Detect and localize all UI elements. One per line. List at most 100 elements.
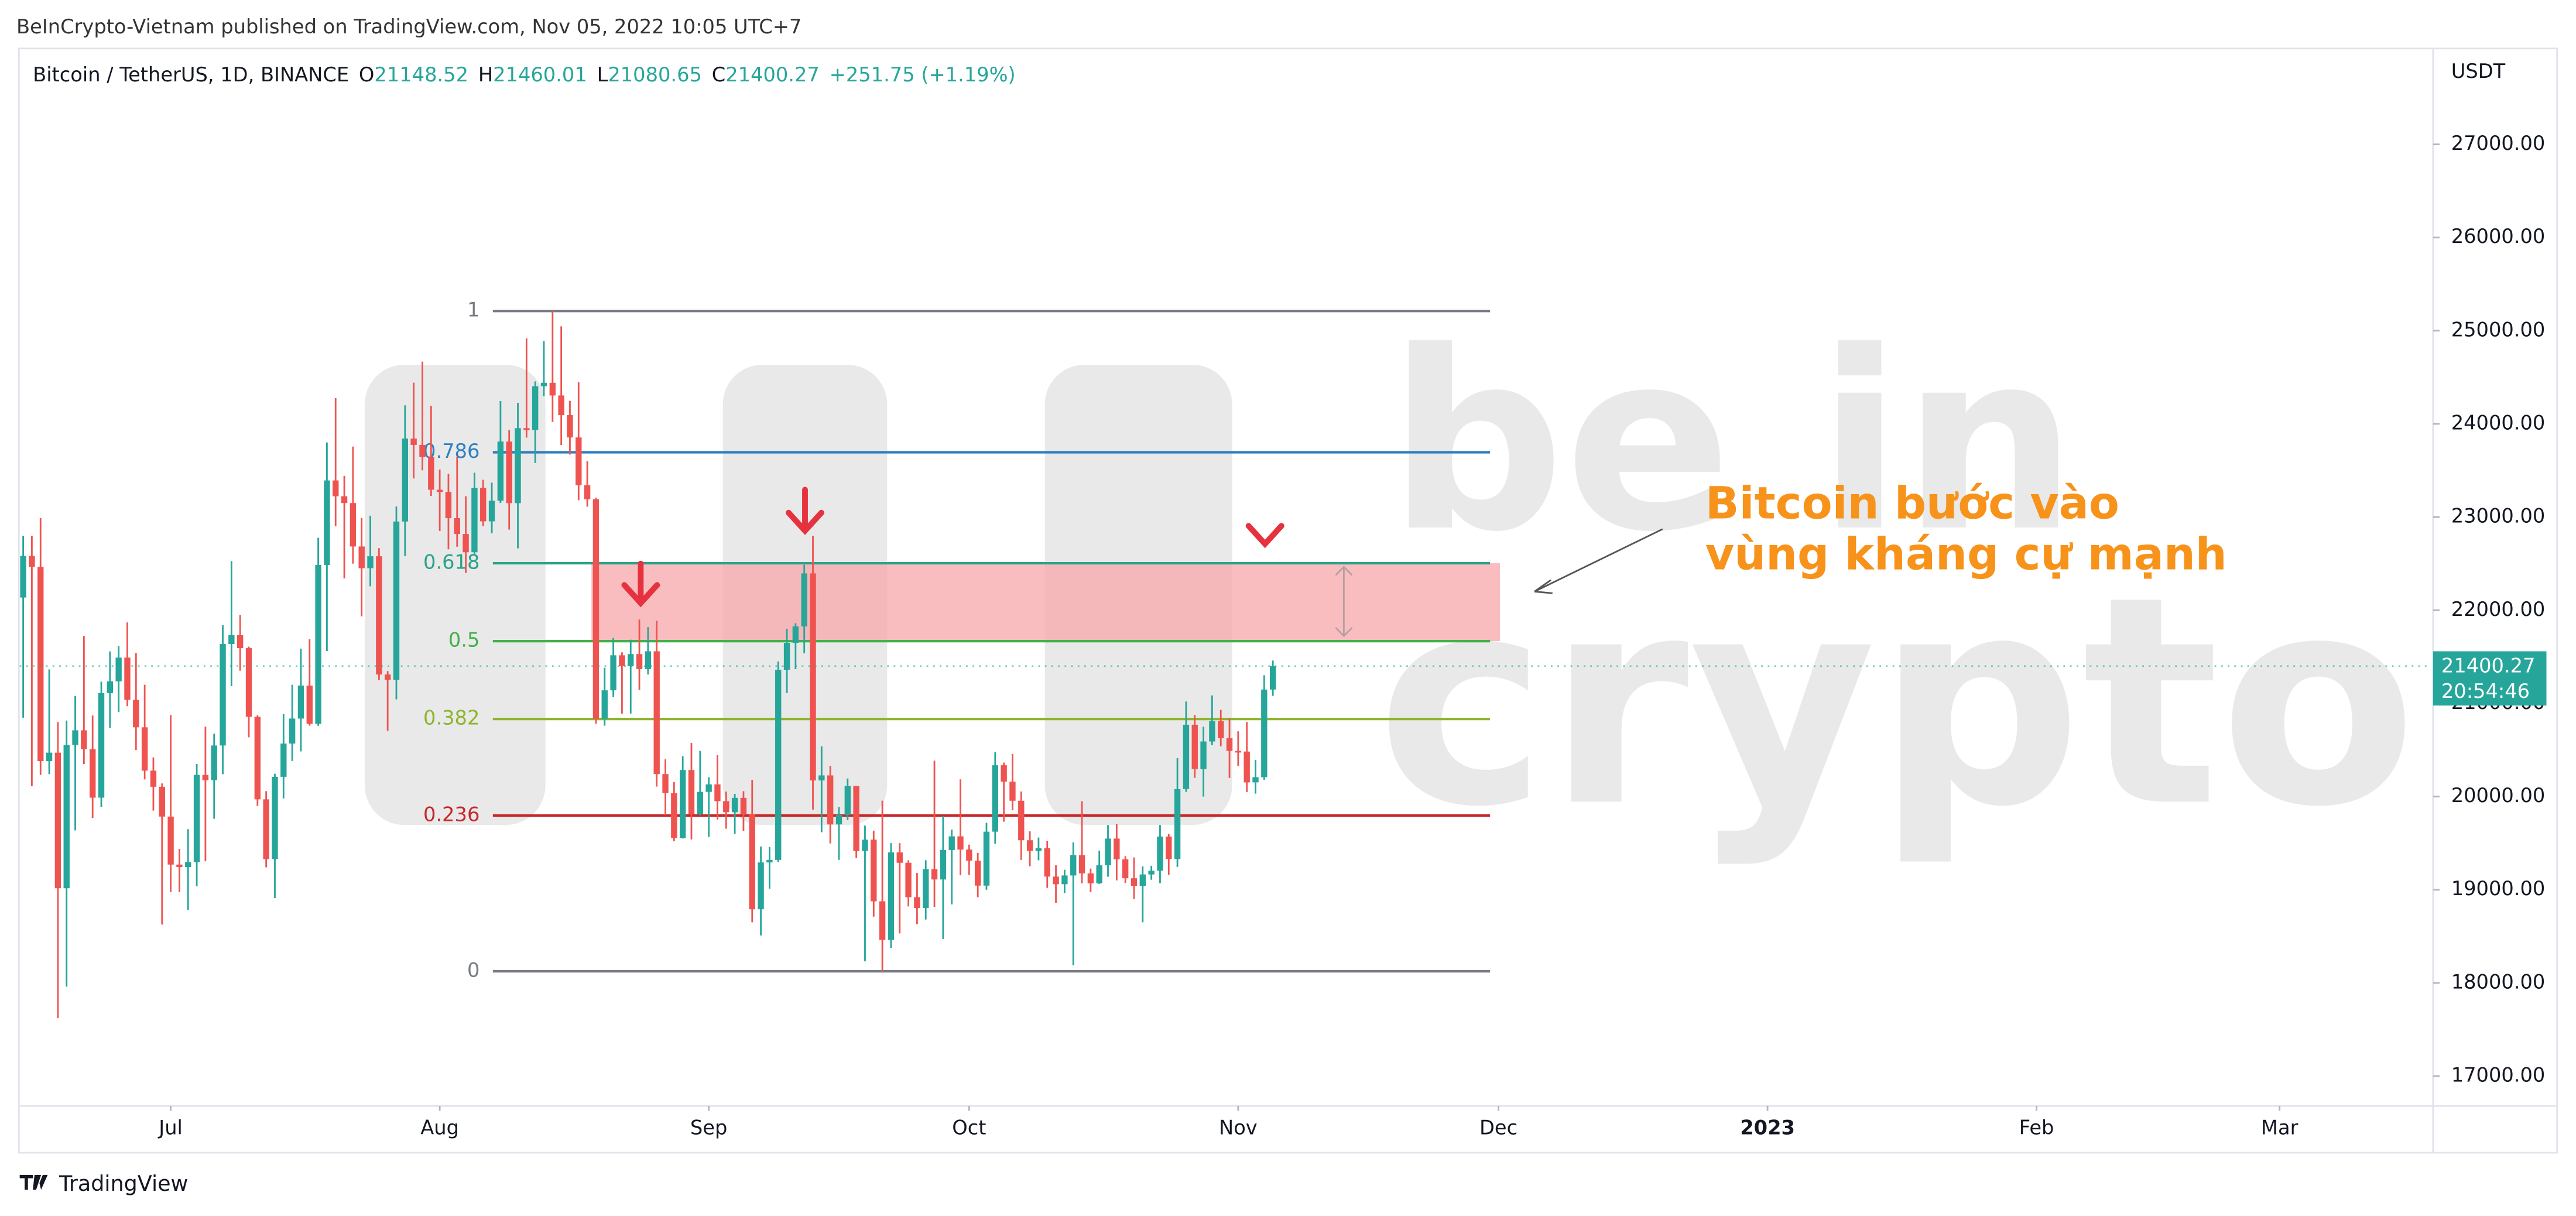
candle-body xyxy=(818,775,825,781)
symbol-header: Bitcoin / TetherUS, 1D, BINANCE O21148.52… xyxy=(33,63,1016,86)
candle-body xyxy=(783,643,790,670)
candle-body xyxy=(333,480,339,496)
candle-body xyxy=(141,727,148,771)
candle-body xyxy=(957,836,964,850)
candle-body xyxy=(914,897,920,909)
candle-body xyxy=(515,428,521,503)
candle-body xyxy=(72,730,78,745)
candle-body xyxy=(1053,876,1059,885)
candle-body xyxy=(463,534,469,553)
candle-body xyxy=(263,799,269,859)
candle-body xyxy=(228,635,235,645)
candle-body xyxy=(272,776,278,859)
candle-body xyxy=(159,786,165,817)
fib-label: 0 xyxy=(467,958,479,981)
ohlc-prefix: O xyxy=(359,63,374,86)
candle-body xyxy=(46,752,53,762)
change: +251.75 (+1.19%) xyxy=(830,63,1016,86)
candle-body xyxy=(723,801,729,813)
measure xyxy=(1335,566,1353,638)
x-tick-label: Jul xyxy=(157,1116,183,1139)
ohlc-value: 21460.01 xyxy=(493,63,587,86)
candle-body xyxy=(1269,666,1276,690)
candle-body xyxy=(871,840,877,902)
fib-label: 1 xyxy=(467,299,479,321)
candle-body xyxy=(844,786,851,815)
candle-body xyxy=(619,655,625,666)
candle-body xyxy=(428,457,434,490)
fib-label: 0.618 xyxy=(423,551,479,574)
candle-body xyxy=(688,770,695,814)
candle-body xyxy=(835,814,842,825)
y-tick-label: 26000.00 xyxy=(2451,225,2546,248)
candle-body xyxy=(471,488,478,553)
annotation: vùng kháng cự mạnh xyxy=(1705,528,2227,580)
ohlc-value: 21400.27 xyxy=(725,63,820,86)
candle-body xyxy=(628,654,634,666)
candle-body xyxy=(549,382,556,396)
candle-body xyxy=(1026,840,1033,851)
fib-label: 0.236 xyxy=(423,803,479,825)
candle-body xyxy=(376,556,382,675)
candle-body xyxy=(1148,871,1155,875)
candle-body xyxy=(775,669,782,860)
candle-body xyxy=(445,492,452,519)
candle-body xyxy=(645,651,652,669)
y-tick-label: 17000.00 xyxy=(2451,1064,2546,1087)
candle-body xyxy=(480,488,487,522)
y-tick-label: 24000.00 xyxy=(2451,411,2546,434)
down-arrow xyxy=(1245,523,1284,549)
candle-body xyxy=(341,496,348,503)
candle-body xyxy=(1157,836,1163,871)
candle-body xyxy=(636,654,643,669)
candle-body xyxy=(766,859,773,863)
candle-body xyxy=(315,564,321,724)
candle-body xyxy=(1035,848,1042,851)
callout-line xyxy=(1534,528,1663,592)
symbol: Bitcoin / TetherUS, 1D, BINANCE xyxy=(33,63,349,86)
candle-body xyxy=(488,501,495,522)
watermark-text: be in xyxy=(1388,299,2077,586)
ohlc-prefix: C xyxy=(712,63,726,86)
candle-body xyxy=(202,775,209,780)
candle-body xyxy=(1078,855,1085,874)
candle-body xyxy=(749,814,755,910)
y-axis-label: USDT xyxy=(2451,60,2506,83)
candle-body xyxy=(671,793,677,838)
fib-label: 0.382 xyxy=(423,707,479,729)
watermark: be in crypto xyxy=(364,299,2417,869)
candle-body xyxy=(393,521,400,680)
candle-body xyxy=(705,784,712,792)
candle-body xyxy=(90,749,96,798)
candle-body xyxy=(888,852,895,940)
y-tick-label: 25000.00 xyxy=(2451,318,2546,341)
candle-body xyxy=(966,850,972,861)
candle-body xyxy=(714,784,721,801)
candle-body xyxy=(1139,874,1146,886)
candle-body xyxy=(1122,859,1129,879)
candle-body xyxy=(1061,875,1068,885)
candle-body xyxy=(940,850,947,880)
countdown: 20:54:46 xyxy=(2441,680,2530,703)
candle-body xyxy=(245,648,252,717)
measure-head xyxy=(1335,566,1353,638)
candle-body xyxy=(384,674,391,680)
y-tick-label: 27000.00 xyxy=(2451,132,2546,155)
candle-body xyxy=(211,745,217,780)
candle-body xyxy=(367,556,374,568)
y-tick-label: 23000.00 xyxy=(2451,505,2546,527)
candle-body xyxy=(1252,777,1259,783)
candle-body xyxy=(610,655,616,691)
candle-body xyxy=(1096,865,1102,883)
price-tag-label: 21400.27 xyxy=(2441,655,2536,677)
candle-body xyxy=(193,775,200,862)
candle-body xyxy=(98,693,105,798)
x-tick-label: Mar xyxy=(2261,1116,2298,1139)
frame xyxy=(18,47,2558,1154)
candle-body xyxy=(419,444,426,457)
candle-body xyxy=(297,686,304,719)
candle-body xyxy=(1174,789,1181,859)
candle-body xyxy=(540,382,547,386)
candle-body xyxy=(115,657,122,681)
